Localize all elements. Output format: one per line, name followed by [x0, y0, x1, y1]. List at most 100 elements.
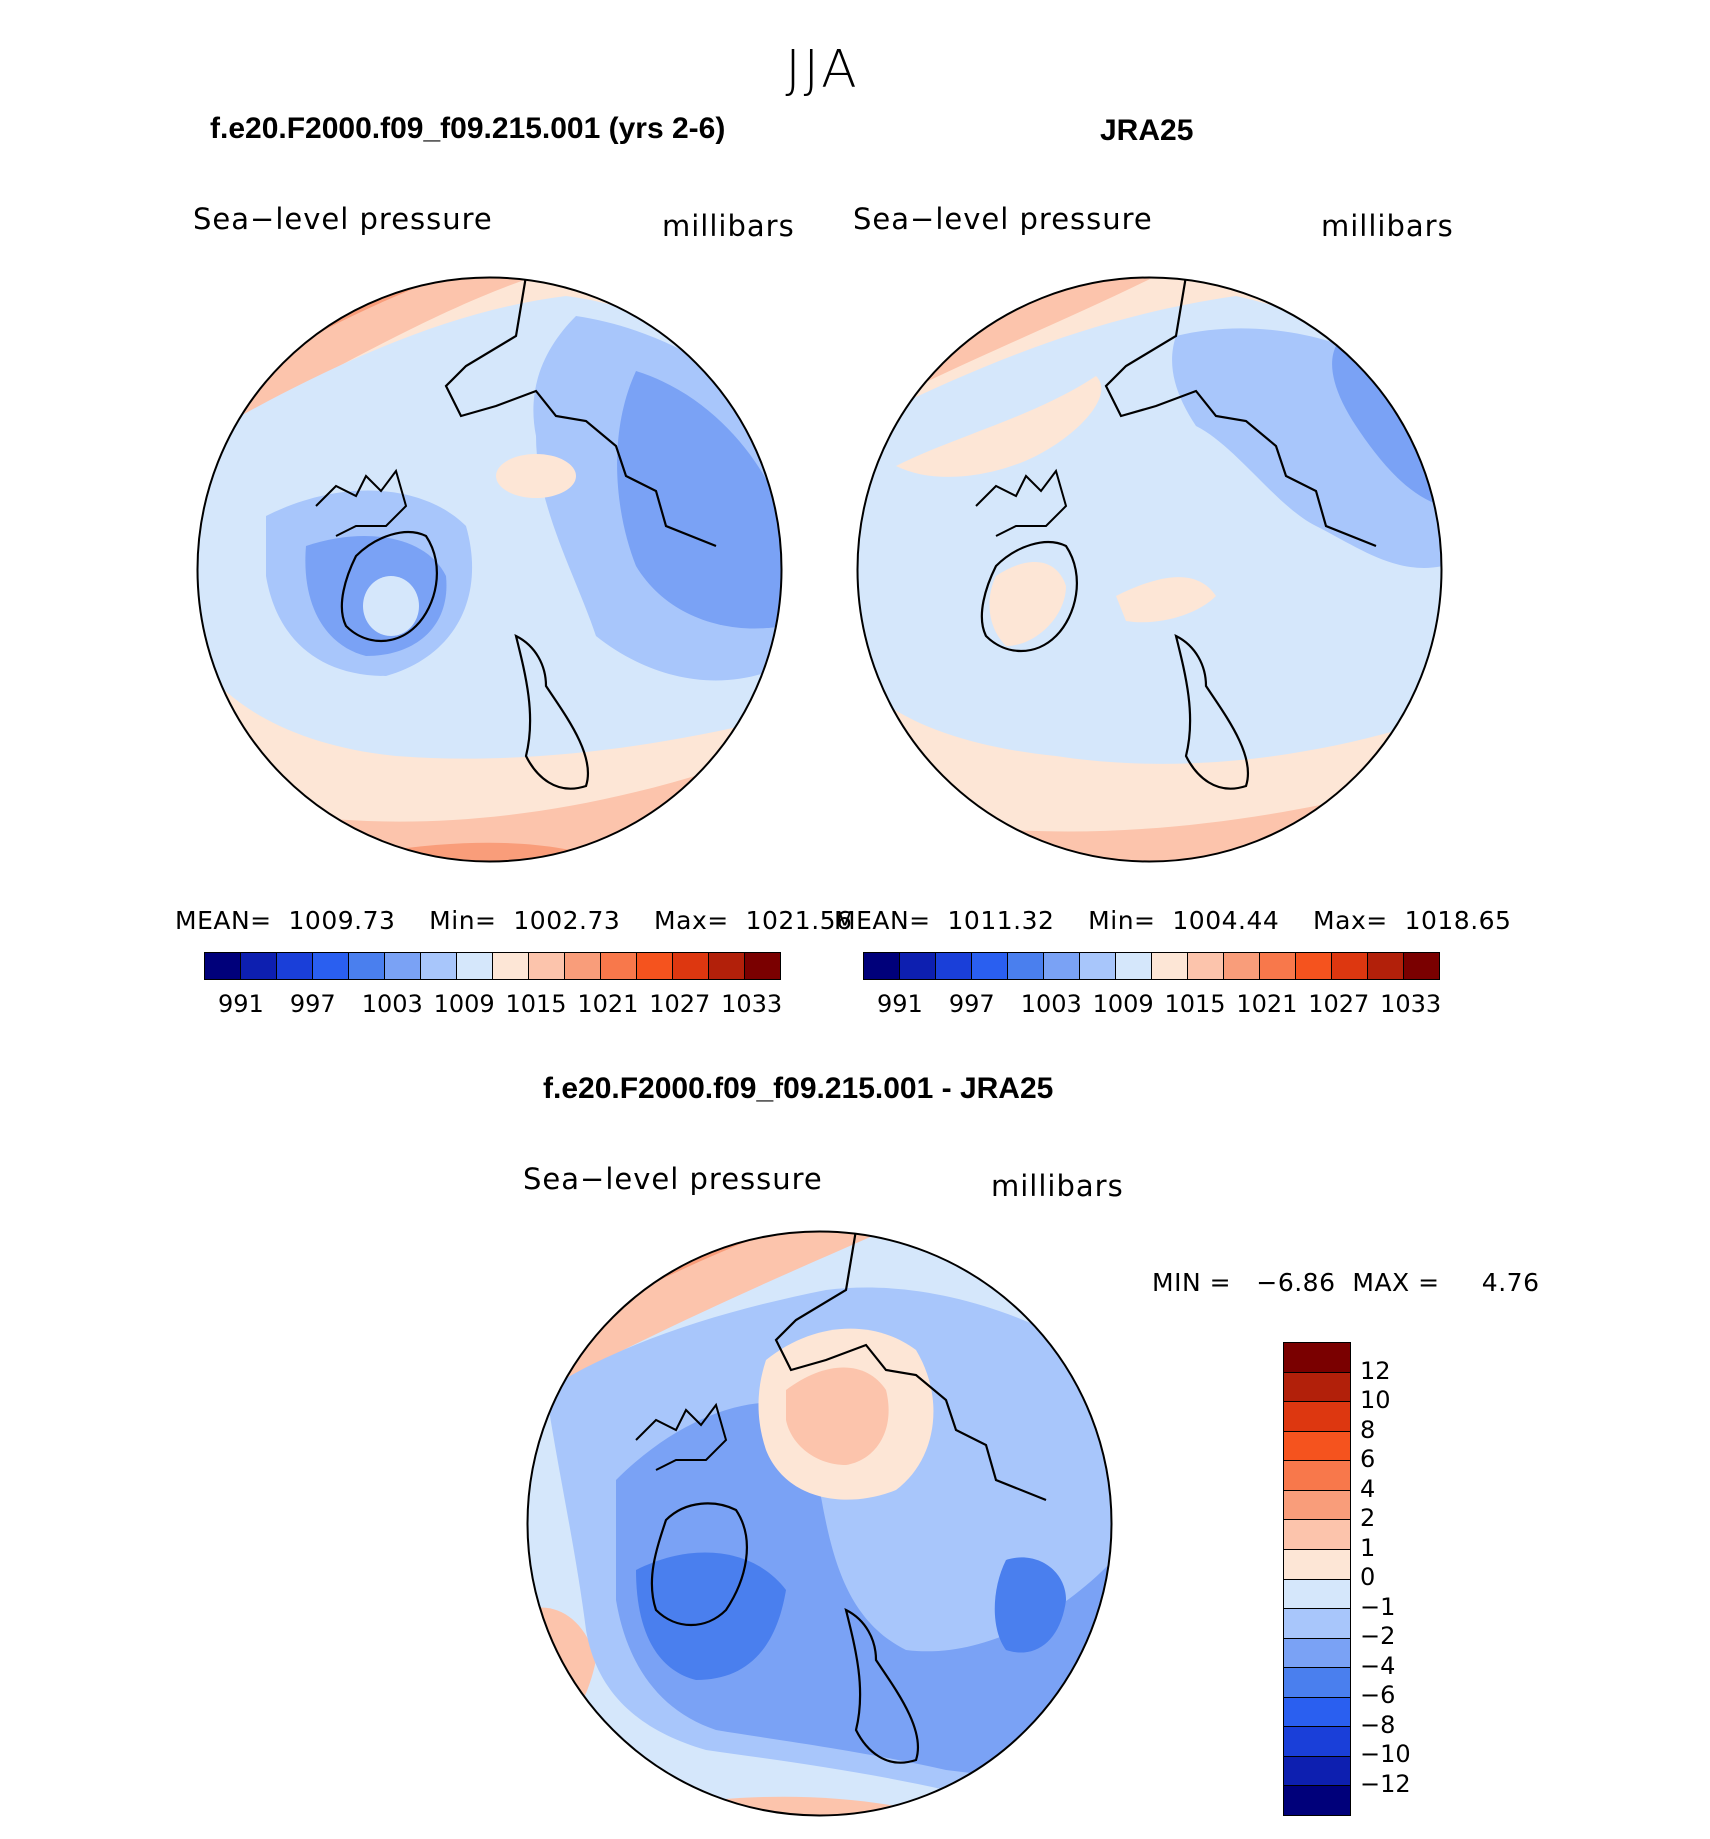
colorbar-tick-label: 10: [1360, 1386, 1391, 1414]
colorbar-swatch: [205, 953, 241, 979]
colorbar-swatch: [493, 953, 529, 979]
panel3-region-deep-blue-east: [994, 1557, 1066, 1653]
colorbar-swatch: [1284, 1372, 1350, 1403]
colorbar-swatch: [709, 953, 745, 979]
colorbar-swatch: [241, 953, 277, 979]
colorbar-tick-label: 1015: [1164, 990, 1226, 1018]
panel1-region-mid-blue: [617, 371, 782, 629]
colorbar-tick-label: 1009: [1092, 990, 1154, 1018]
colorbar-swatch: [349, 953, 385, 979]
colorbar-swatch: [900, 953, 936, 979]
colorbar-tick-label: −10: [1360, 1740, 1411, 1768]
panel2-coastline-archipelago: [975, 468, 1068, 537]
panel1-coastline-scandinavia: [514, 633, 589, 790]
colorbar-swatch: [1284, 1461, 1350, 1491]
panel3-coastline-north: [774, 1231, 1047, 1502]
colorbar-swatch: [1332, 953, 1368, 979]
colorbar-tick-label: 997: [948, 990, 995, 1018]
panel2-subtitle-right: millibars: [1321, 209, 1454, 243]
colorbar-swatch: [1284, 1668, 1350, 1698]
panel3-map: [526, 1230, 1113, 1817]
panel2-stats: MEAN= 1011.32 Min= 1004.44 Max= 1018.65: [834, 906, 1512, 935]
panel2-greenland-warm: [989, 562, 1066, 646]
colorbar-swatch: [1080, 953, 1116, 979]
colorbar-tick-label: 1009: [433, 990, 495, 1018]
colorbar-swatch: [421, 953, 457, 979]
colorbar-tick-label: 12: [1360, 1356, 1391, 1385]
colorbar-tick-label: 1003: [1020, 990, 1082, 1018]
colorbar-swatch: [277, 953, 313, 979]
panel3-subtitle-right: millibars: [991, 1169, 1124, 1203]
colorbar-swatch: [1284, 1431, 1350, 1462]
colorbar-swatch: [457, 953, 493, 979]
colorbar-swatch: [936, 953, 972, 979]
colorbar-swatch: [1116, 953, 1152, 979]
colorbar-swatch: [1284, 1638, 1350, 1669]
colorbar-tick-label: 8: [1360, 1415, 1376, 1444]
panel1-map: [196, 276, 783, 863]
colorbar-swatch: [1404, 953, 1439, 979]
panel1-stats: MEAN= 1009.73 Min= 1002.73 Max= 1021.56: [175, 906, 853, 935]
colorbar-swatch: [1152, 953, 1188, 979]
colorbar-tick-label: 991: [217, 990, 264, 1018]
panel3-coastline-archipelago: [635, 1402, 728, 1471]
colorbar-swatch: [1008, 953, 1044, 979]
colorbar-swatch: [1284, 1786, 1350, 1815]
colorbar-swatch: [1284, 1579, 1350, 1610]
panel1-coastline-greenland: [340, 531, 438, 643]
colorbar-tick-label: 991: [876, 990, 923, 1018]
colorbar-swatch: [601, 953, 637, 979]
colorbar-tick-label: 997: [289, 990, 336, 1018]
panel1-subtitle-left: Sea−level pressure: [193, 202, 493, 236]
panel1-coastline-north: [444, 277, 717, 548]
colorbar-swatch: [1284, 1727, 1350, 1757]
panel2-map: [856, 276, 1443, 863]
colorbar-swatch: [745, 953, 780, 979]
colorbar-tick-label: 1003: [361, 990, 423, 1018]
colorbar-tick-label: 1027: [1308, 990, 1370, 1018]
panel2-region-mid-blue: [1332, 346, 1442, 506]
panel2-title: JRA25: [1100, 114, 1194, 147]
panel3-region-mid-blue: [616, 1402, 1112, 1790]
colorbar-swatch: [1284, 1490, 1350, 1521]
colorbar-swatch: [673, 953, 709, 979]
colorbar-tick-label: 1033: [1380, 990, 1442, 1018]
panel3-title: f.e20.F2000.f09_f09.215.001 - JRA25: [543, 1072, 1054, 1105]
colorbar-tick-label: 0: [1360, 1563, 1376, 1591]
panel1-greenland-high: [363, 576, 419, 636]
figure-title: JJA: [785, 40, 860, 100]
colorbar-swatch: [1284, 1402, 1350, 1432]
colorbar-swatch: [1188, 953, 1224, 979]
panel2-band-europe-warm: [1116, 577, 1216, 623]
colorbar-tick-label: 1033: [721, 990, 783, 1018]
colorbar-tick-label: 1021: [577, 990, 639, 1018]
colorbar-swatch: [1296, 953, 1332, 979]
colorbar-tick-label: 1021: [1236, 990, 1298, 1018]
panel1-subtitle-right: millibars: [662, 209, 795, 243]
panel2-coastline-north: [1104, 277, 1377, 548]
panel1-arctic-high: [496, 454, 576, 498]
colorbar-tick-label: 2: [1360, 1504, 1376, 1532]
panel3-coastline-scandinavia: [844, 1607, 919, 1764]
panel1-title: f.e20.F2000.f09_f09.215.001 (yrs 2-6): [210, 112, 726, 145]
colorbar-tick-label: 1027: [649, 990, 711, 1018]
colorbar-swatch: [1224, 953, 1260, 979]
colorbar-swatch: [1368, 953, 1404, 979]
colorbar-swatch: [864, 953, 900, 979]
panel2-colorbar: [863, 952, 1440, 980]
colorbar-swatch: [385, 953, 421, 979]
colorbar-swatch: [313, 953, 349, 979]
colorbar-tick-label: −4: [1360, 1651, 1396, 1680]
colorbar-tick-label: 4: [1360, 1474, 1376, 1503]
colorbar-tick-label: −1: [1360, 1592, 1396, 1621]
colorbar-tick-label: 6: [1360, 1445, 1376, 1473]
colorbar-swatch: [565, 953, 601, 979]
panel3-central-high-core: [786, 1367, 889, 1465]
colorbar-swatch: [1284, 1756, 1350, 1787]
colorbar-swatch: [1284, 1520, 1350, 1550]
colorbar-swatch: [1284, 1697, 1350, 1728]
panel2-coastline-scandinavia: [1174, 633, 1249, 790]
colorbar-tick-label: −12: [1360, 1769, 1411, 1798]
panel1-colorbar: [204, 952, 781, 980]
panel3-stats: MIN = −6.86 MAX = 4.76: [1152, 1268, 1540, 1297]
